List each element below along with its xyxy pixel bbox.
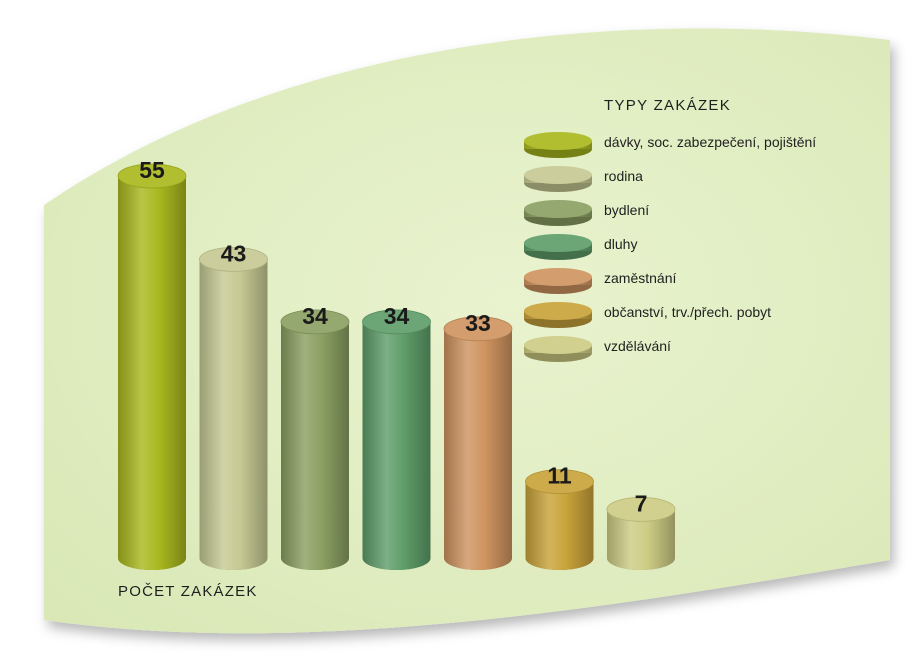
legend-swatch <box>524 166 592 184</box>
bar-body <box>525 481 594 558</box>
value-label: 7 <box>635 490 648 516</box>
bar <box>362 309 431 570</box>
value-label: 33 <box>465 310 491 336</box>
legend-title: TYPY ZAKÁZEK <box>604 97 731 114</box>
value-label: 34 <box>384 303 410 329</box>
legend-label: dávky, soc. zabezpečení, pojištění <box>604 134 816 150</box>
legend-item: občanství, trv./přech. pobyt <box>524 302 771 328</box>
bar-body <box>281 321 349 558</box>
legend-item: rodina <box>524 166 643 192</box>
bar-body <box>444 328 512 558</box>
bar <box>606 496 676 570</box>
bar-body <box>199 259 268 558</box>
legend-item: vzdělávání <box>524 336 671 362</box>
legend-label: bydlení <box>604 202 649 218</box>
bar-body <box>118 176 186 558</box>
bar-bottom <box>444 546 512 570</box>
legend-swatch <box>524 234 592 252</box>
legend-label: rodina <box>604 168 643 184</box>
legend-label: vzdělávání <box>604 338 671 354</box>
legend-swatch <box>524 268 592 286</box>
legend-label: zaměstnání <box>604 270 676 286</box>
legend-item: dluhy <box>524 234 637 260</box>
legend-item: bydlení <box>524 200 649 226</box>
legend-swatch <box>524 200 592 218</box>
bar-bottom <box>199 546 268 570</box>
bar-top <box>117 163 187 189</box>
bar-top <box>525 469 594 495</box>
bar-bottom <box>281 546 349 570</box>
value-label: 34 <box>302 303 328 329</box>
bar-bottom <box>118 546 186 570</box>
legend-label: dluhy <box>604 236 637 252</box>
bars-layer <box>117 163 676 570</box>
y-axis-caption: POČET ZAKÁZEK <box>118 583 258 600</box>
value-label: 55 <box>139 157 165 183</box>
bar-bottom <box>362 546 431 570</box>
legend-label: občanství, trv./přech. pobyt <box>604 304 771 320</box>
legend: TYPY ZAKÁZEK dávky, soc. zabezpečení, po… <box>524 97 816 362</box>
bar-bottom <box>607 546 675 570</box>
bar <box>199 246 268 570</box>
bar-bottom <box>525 546 594 570</box>
legend-swatch <box>524 302 592 320</box>
legend-swatch <box>524 132 592 150</box>
value-label: 11 <box>547 463 572 489</box>
bar-body <box>362 321 431 558</box>
legend-item: zaměstnání <box>524 268 676 294</box>
legend-items: dávky, soc. zabezpečení, pojištění rodina… <box>524 132 816 362</box>
bar-top <box>443 316 513 342</box>
value-labels-layer: 55 43 34 34 33 11 7 <box>139 157 647 516</box>
bar <box>525 469 594 570</box>
legend-item: dávky, soc. zabezpečení, pojištění <box>524 132 816 158</box>
bar-top <box>199 246 268 272</box>
bar <box>280 309 350 570</box>
bar-top <box>280 309 350 335</box>
bar-top <box>606 496 676 522</box>
bar-top <box>362 309 431 335</box>
bar <box>443 316 513 570</box>
legend-swatch <box>524 336 592 354</box>
bar <box>117 163 187 570</box>
value-label: 43 <box>221 240 247 266</box>
